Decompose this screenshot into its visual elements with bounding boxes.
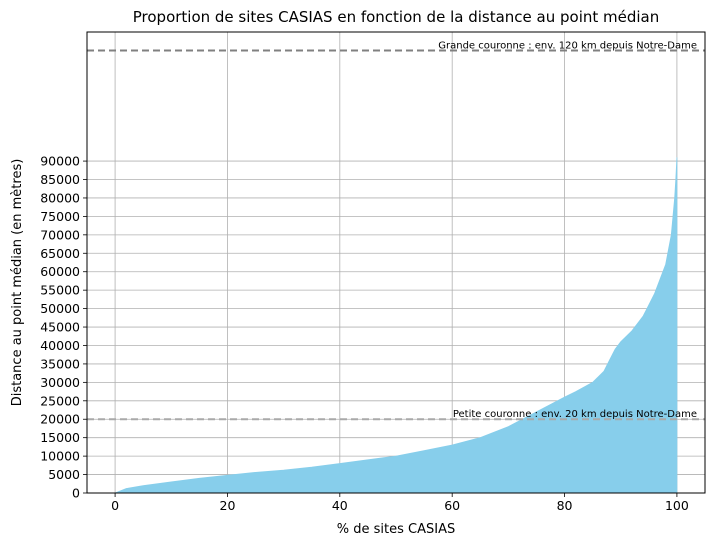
y-tick-label: 65000 bbox=[40, 246, 80, 261]
y-axis-label: Distance au point médian (en mètres) bbox=[10, 159, 25, 407]
y-tick-label: 10000 bbox=[40, 449, 80, 464]
y-tick-label: 15000 bbox=[40, 430, 80, 445]
x-tick-label: 20 bbox=[220, 498, 236, 513]
y-tick-label: 75000 bbox=[40, 209, 80, 224]
y-tick-label: 45000 bbox=[40, 320, 80, 335]
y-tick-label: 90000 bbox=[40, 154, 80, 169]
chart-title: Proportion de sites CASIAS en fonction d… bbox=[133, 8, 660, 26]
x-tick-label: 60 bbox=[444, 498, 460, 513]
y-tick-label: 35000 bbox=[40, 356, 80, 371]
plot-frame bbox=[86, 31, 706, 494]
y-tick-label: 80000 bbox=[40, 190, 80, 205]
reference-lines: Grande couronne : env. 120 km depuis Not… bbox=[87, 40, 705, 421]
y-tick-label: 0 bbox=[72, 486, 80, 501]
grid-lines bbox=[87, 32, 705, 494]
reference-line-label-0: Grande couronne : env. 120 km depuis Not… bbox=[438, 40, 697, 51]
x-tick-label: 100 bbox=[665, 498, 689, 513]
reference-line-label-1: Petite couronne : env. 20 km depuis Notr… bbox=[453, 409, 697, 420]
x-tick-label: 0 bbox=[111, 498, 119, 513]
y-tick-label: 50000 bbox=[40, 301, 80, 316]
y-tick-label: 40000 bbox=[40, 338, 80, 353]
y-axis-ticks: 0 5000 10000 15000 20000 25000 30000 35000 40000… bbox=[40, 154, 87, 501]
y-tick-label: 20000 bbox=[40, 412, 80, 427]
y-tick-label: 25000 bbox=[40, 393, 80, 408]
x-tick-label: 40 bbox=[332, 498, 348, 513]
distance-area-series bbox=[114, 157, 678, 494]
x-axis-label: % de sites CASIAS bbox=[337, 522, 455, 537]
y-tick-label: 85000 bbox=[40, 172, 80, 187]
y-tick-label: 60000 bbox=[40, 264, 80, 279]
y-tick-label: 30000 bbox=[40, 375, 80, 390]
x-axis-ticks: 0 20 40 60 80 100 bbox=[111, 493, 689, 513]
y-tick-label: 5000 bbox=[48, 467, 80, 482]
x-tick-label: 80 bbox=[557, 498, 573, 513]
y-tick-label: 70000 bbox=[40, 227, 80, 242]
y-tick-label: 55000 bbox=[40, 283, 80, 298]
